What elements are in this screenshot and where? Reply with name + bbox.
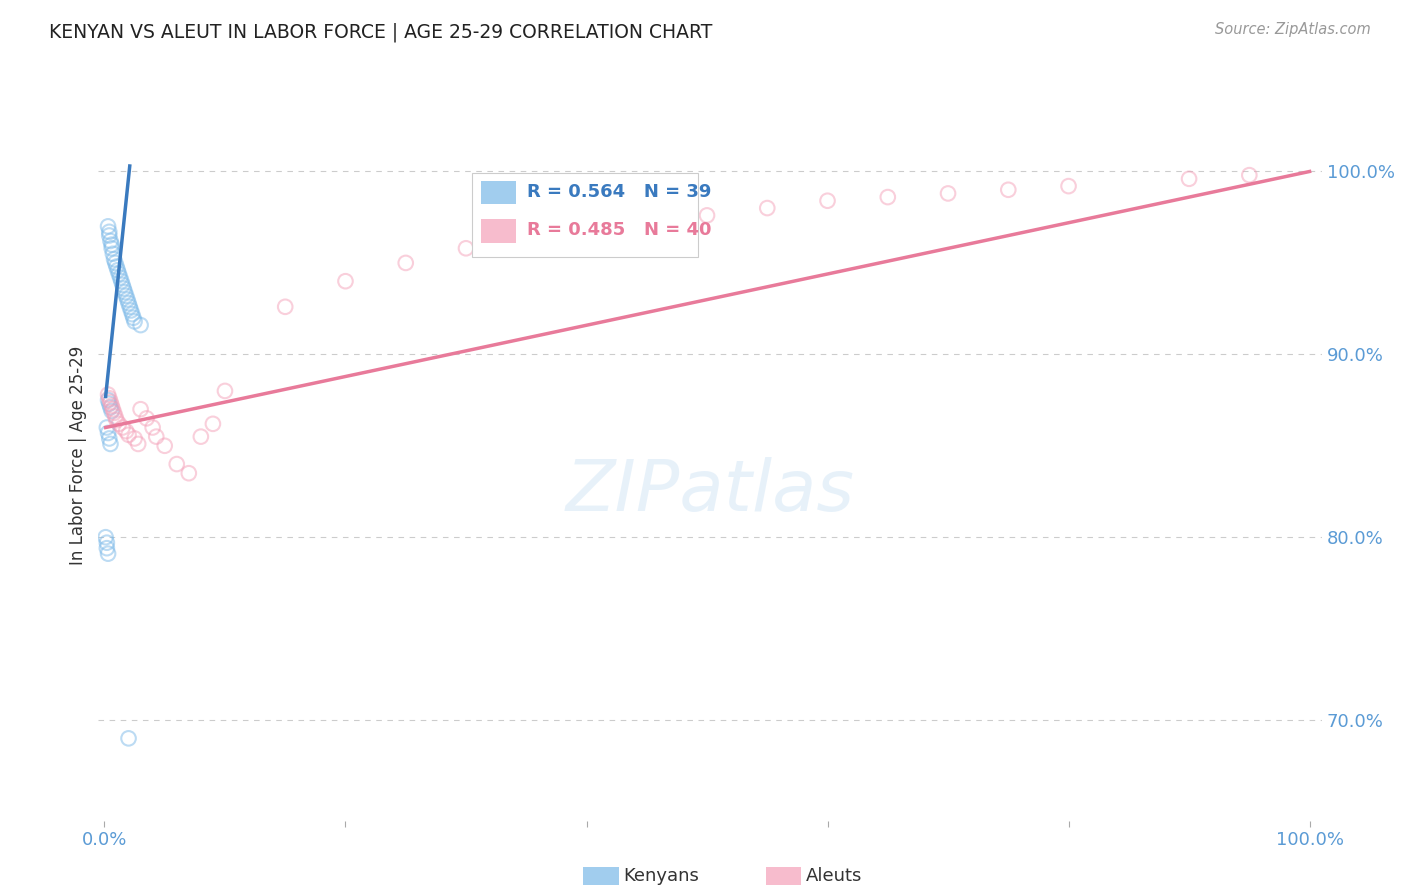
Point xyxy=(1178,171,1201,186)
Point xyxy=(177,467,200,481)
Text: R = 0.564   N = 39: R = 0.564 N = 39 xyxy=(526,183,711,201)
Point xyxy=(101,247,124,261)
Bar xyxy=(481,181,516,204)
Point xyxy=(100,437,122,451)
Point xyxy=(100,404,122,418)
Point xyxy=(129,402,152,417)
Point xyxy=(142,420,165,434)
Point xyxy=(97,547,120,561)
Point xyxy=(756,201,779,215)
Point xyxy=(97,387,120,401)
Point xyxy=(108,267,131,281)
Point xyxy=(100,395,122,409)
Text: Kenyans: Kenyans xyxy=(623,867,699,885)
Point xyxy=(118,300,141,314)
Point xyxy=(100,401,122,415)
Point xyxy=(104,409,127,424)
Point xyxy=(117,296,139,310)
Point xyxy=(103,252,125,267)
Point xyxy=(98,225,121,239)
Point xyxy=(454,241,477,255)
Point xyxy=(696,208,718,222)
Point xyxy=(100,234,122,248)
Point xyxy=(96,541,118,556)
Point xyxy=(1239,168,1261,182)
Point xyxy=(274,300,297,314)
Point xyxy=(1057,179,1080,194)
Point xyxy=(94,530,117,544)
Point xyxy=(98,397,121,411)
Point xyxy=(127,437,149,451)
Point xyxy=(124,432,146,446)
Point xyxy=(129,318,152,332)
Text: KENYAN VS ALEUT IN LABOR FORCE | AGE 25-29 CORRELATION CHART: KENYAN VS ALEUT IN LABOR FORCE | AGE 25-… xyxy=(49,22,713,42)
Point xyxy=(108,417,131,431)
Point xyxy=(100,399,122,413)
Point xyxy=(104,256,127,270)
Point xyxy=(395,256,418,270)
Text: R = 0.485   N = 40: R = 0.485 N = 40 xyxy=(526,221,711,239)
Point xyxy=(100,241,122,255)
Point xyxy=(124,314,146,328)
Point xyxy=(515,230,537,244)
Point xyxy=(936,186,959,201)
Point xyxy=(636,216,658,230)
Point xyxy=(997,183,1019,197)
Point xyxy=(110,274,132,288)
Point xyxy=(98,228,121,243)
Point xyxy=(98,391,121,405)
Bar xyxy=(481,219,516,243)
Point xyxy=(97,425,120,440)
Point xyxy=(96,420,118,434)
Point xyxy=(100,237,122,252)
Text: ZIPatlas: ZIPatlas xyxy=(565,457,855,526)
Point xyxy=(111,277,134,292)
Point xyxy=(101,402,124,417)
Point xyxy=(117,427,139,442)
Point xyxy=(114,285,136,300)
Point xyxy=(135,411,157,425)
Text: Aleuts: Aleuts xyxy=(806,867,862,885)
Point xyxy=(96,535,118,549)
Point xyxy=(817,194,839,208)
Point xyxy=(122,310,145,325)
Point xyxy=(575,223,598,237)
Point xyxy=(190,430,212,444)
Point xyxy=(97,393,120,408)
Point xyxy=(166,457,188,471)
Point xyxy=(115,424,138,438)
Point xyxy=(103,406,125,420)
Point xyxy=(876,190,898,204)
Point xyxy=(121,307,143,321)
Point xyxy=(117,293,139,307)
FancyBboxPatch shape xyxy=(471,173,697,258)
Point xyxy=(117,731,139,746)
Y-axis label: In Labor Force | Age 25-29: In Labor Force | Age 25-29 xyxy=(69,345,87,565)
Point xyxy=(105,260,128,274)
Point xyxy=(108,270,131,285)
Point xyxy=(115,289,138,303)
Point xyxy=(145,430,167,444)
Point xyxy=(153,439,176,453)
Point xyxy=(201,417,224,431)
Point xyxy=(97,219,120,234)
Text: Source: ZipAtlas.com: Source: ZipAtlas.com xyxy=(1215,22,1371,37)
Point xyxy=(111,420,134,434)
Point xyxy=(335,274,357,288)
Point xyxy=(214,384,236,398)
Point xyxy=(98,432,121,446)
Point xyxy=(112,281,135,295)
Point xyxy=(105,413,128,427)
Point xyxy=(120,303,142,318)
Point xyxy=(107,263,129,277)
